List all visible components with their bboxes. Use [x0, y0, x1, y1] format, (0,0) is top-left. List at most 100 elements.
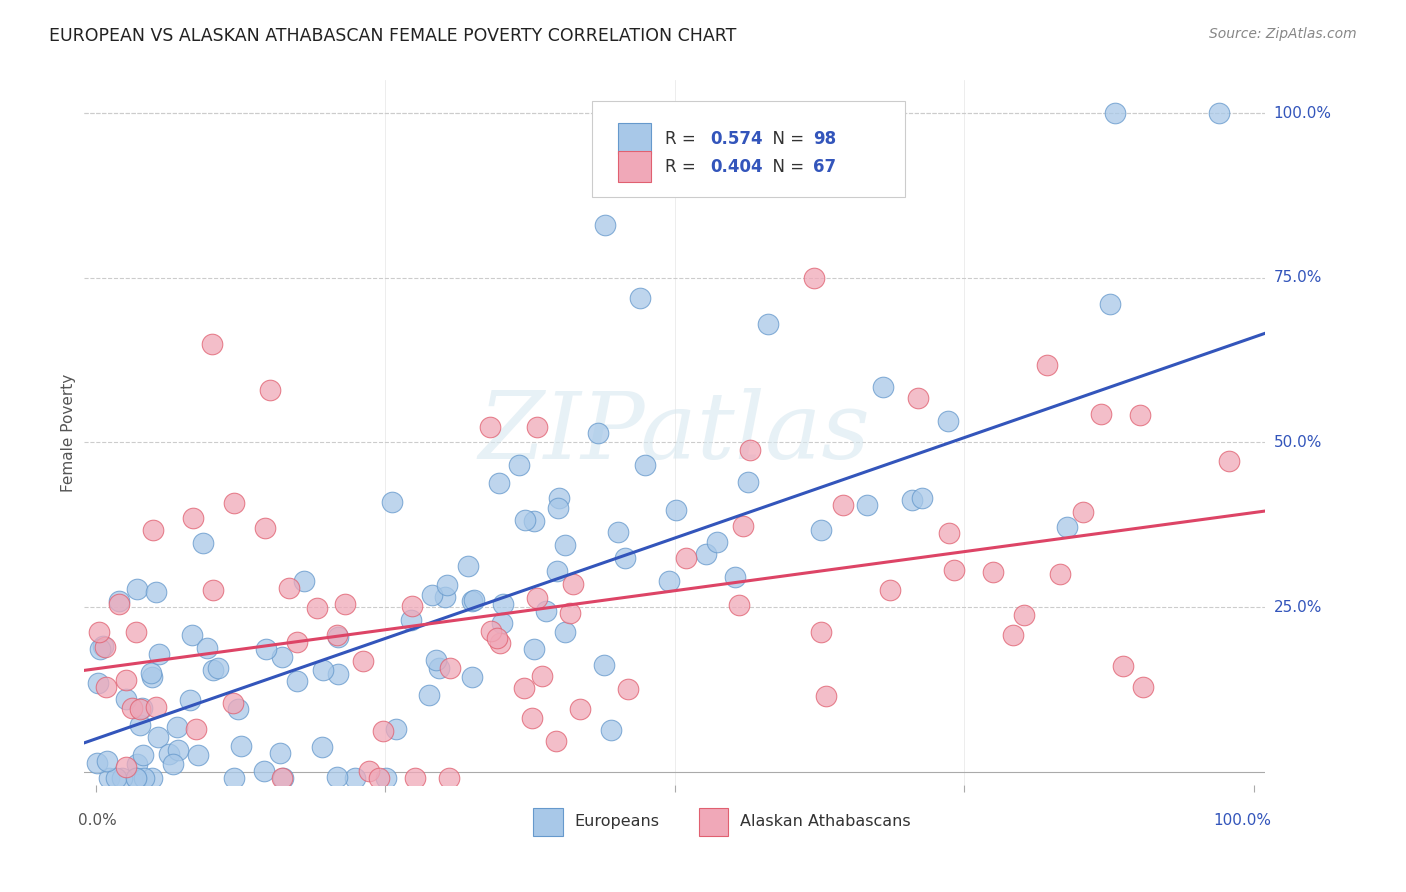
Y-axis label: Female Poverty: Female Poverty [60, 374, 76, 491]
Point [523, 641, 546, 656]
Point [485, 631, 508, 645]
Point [675, 550, 697, 565]
Point [530, 669, 553, 683]
Point [333, 597, 356, 611]
Point [86, 756, 108, 771]
Point [193, 536, 215, 550]
Point [568, 701, 591, 715]
Point [733, 518, 755, 533]
Point [228, 702, 250, 716]
Text: R =: R = [665, 129, 702, 148]
Point [1056, 520, 1078, 534]
Point [901, 493, 924, 508]
Point [131, 701, 153, 715]
Point [1218, 454, 1240, 468]
Point [1129, 408, 1152, 422]
Text: 98: 98 [813, 129, 837, 148]
Point [89, 642, 111, 657]
Point [433, 590, 456, 604]
Point [166, 720, 188, 734]
Point [157, 747, 180, 761]
Text: N =: N = [762, 158, 810, 176]
Text: 0.574: 0.574 [710, 129, 763, 148]
Point [420, 588, 443, 602]
Point [96, 754, 118, 768]
Point [94, 640, 117, 654]
Point [520, 711, 543, 725]
Text: EUROPEAN VS ALASKAN ATHABASCAN FEMALE POVERTY CORRELATION CHART: EUROPEAN VS ALASKAN ATHABASCAN FEMALE PO… [49, 27, 737, 45]
Point [1036, 358, 1059, 372]
Text: 0.404: 0.404 [710, 158, 763, 176]
Point [1071, 505, 1094, 519]
FancyBboxPatch shape [592, 102, 905, 196]
Point [125, 772, 148, 786]
Point [125, 772, 148, 786]
Point [141, 772, 163, 786]
Point [938, 525, 960, 540]
Text: Alaskan Athabascans: Alaskan Athabascans [740, 814, 911, 829]
Point [162, 756, 184, 771]
Point [1132, 680, 1154, 694]
Point [461, 594, 484, 608]
Point [548, 491, 571, 506]
Point [132, 772, 155, 786]
Point [108, 597, 131, 611]
Point [628, 291, 651, 305]
Point [695, 547, 717, 561]
Point [554, 538, 576, 552]
Point [91, 639, 114, 653]
Point [184, 723, 207, 737]
Point [478, 420, 501, 434]
Point [436, 578, 458, 592]
Text: 100.0%: 100.0% [1213, 814, 1271, 828]
Point [634, 458, 657, 472]
Point [368, 772, 391, 786]
Point [254, 641, 277, 656]
Point [561, 577, 583, 591]
Point [463, 592, 485, 607]
Point [664, 502, 686, 516]
Point [461, 670, 484, 684]
Text: ZIPatlas: ZIPatlas [479, 388, 870, 477]
Point [593, 658, 616, 673]
Text: 25.0%: 25.0% [1274, 599, 1322, 615]
Point [229, 739, 252, 754]
Point [292, 574, 315, 588]
Point [202, 664, 225, 678]
Point [607, 525, 630, 540]
Point [145, 699, 167, 714]
Point [491, 616, 513, 631]
Bar [699, 807, 728, 836]
Point [658, 574, 681, 588]
Point [554, 624, 576, 639]
Point [142, 524, 165, 538]
Point [728, 598, 751, 612]
Point [815, 689, 838, 703]
Point [139, 666, 162, 681]
Point [269, 746, 291, 760]
Point [181, 628, 204, 642]
Point [491, 597, 513, 611]
Point [187, 747, 209, 762]
Point [381, 495, 404, 509]
Point [526, 420, 548, 434]
Point [1104, 106, 1126, 120]
Point [546, 564, 568, 578]
Point [613, 551, 636, 566]
Point [305, 601, 328, 615]
Point [125, 624, 148, 639]
Point [141, 670, 163, 684]
Point [129, 717, 152, 731]
Point [879, 582, 901, 597]
Point [285, 635, 308, 649]
Point [810, 625, 832, 640]
Point [1208, 106, 1230, 120]
Point [508, 458, 530, 473]
Text: 75.0%: 75.0% [1274, 270, 1322, 285]
Point [526, 591, 548, 606]
Bar [619, 123, 651, 154]
Point [371, 723, 394, 738]
Point [479, 624, 502, 638]
Point [832, 498, 855, 512]
Point [222, 772, 245, 786]
